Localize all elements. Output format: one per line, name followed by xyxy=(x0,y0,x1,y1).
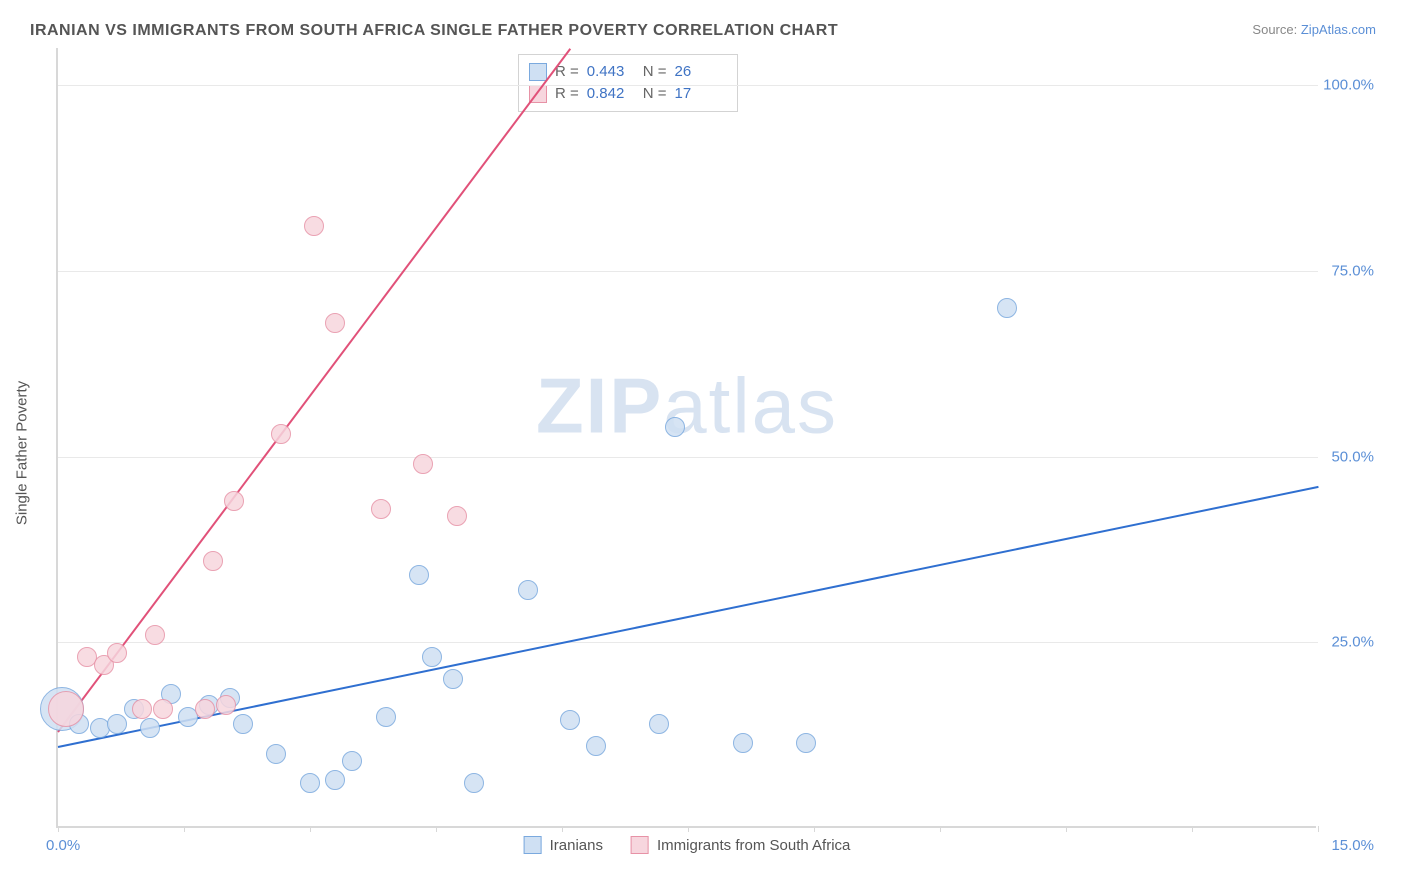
scatter-point xyxy=(195,699,215,719)
scatter-point xyxy=(665,417,685,437)
watermark: ZIPatlas xyxy=(536,360,838,451)
scatter-point xyxy=(796,733,816,753)
scatter-point xyxy=(233,714,253,734)
scatter-point xyxy=(153,699,173,719)
x-tick-mark xyxy=(688,826,689,832)
scatter-point xyxy=(140,718,160,738)
x-tick-mark xyxy=(562,826,563,832)
legend-item: Iranians xyxy=(524,836,603,854)
source-link[interactable]: ZipAtlas.com xyxy=(1301,22,1376,37)
r-value: 0.842 xyxy=(587,83,635,105)
x-axis-min-label: 0.0% xyxy=(46,837,80,854)
gridline xyxy=(58,642,1318,643)
scatter-point xyxy=(464,773,484,793)
trendline xyxy=(57,48,571,733)
n-label: N = xyxy=(643,83,667,105)
legend-label: Iranians xyxy=(550,837,603,854)
scatter-point xyxy=(203,551,223,571)
scatter-point xyxy=(342,751,362,771)
y-tick-label: 75.0% xyxy=(1331,262,1374,279)
r-value: 0.443 xyxy=(587,61,635,83)
watermark-atlas: atlas xyxy=(663,361,838,449)
scatter-point xyxy=(304,216,324,236)
x-tick-mark xyxy=(1318,826,1319,832)
scatter-point xyxy=(443,669,463,689)
scatter-point xyxy=(997,298,1017,318)
n-value: 17 xyxy=(675,83,723,105)
scatter-point xyxy=(376,707,396,727)
scatter-point xyxy=(560,710,580,730)
scatter-point xyxy=(371,499,391,519)
legend-label: Immigrants from South Africa xyxy=(657,837,850,854)
x-tick-mark xyxy=(1066,826,1067,832)
series-legend: Iranians Immigrants from South Africa xyxy=(524,836,851,854)
scatter-point xyxy=(447,506,467,526)
scatter-point xyxy=(132,699,152,719)
x-tick-mark xyxy=(1192,826,1193,832)
correlation-legend: R = 0.443 N = 26 R = 0.842 N = 17 xyxy=(518,54,738,112)
scatter-point xyxy=(48,691,84,727)
scatter-point xyxy=(518,580,538,600)
correlation-row: R = 0.842 N = 17 xyxy=(529,83,723,105)
scatter-point xyxy=(413,454,433,474)
scatter-point xyxy=(266,744,286,764)
gridline xyxy=(58,457,1318,458)
r-label: R = xyxy=(555,83,579,105)
swatch-icon xyxy=(524,836,542,854)
x-tick-mark xyxy=(814,826,815,832)
source-label: Source: xyxy=(1252,22,1297,37)
y-tick-label: 25.0% xyxy=(1331,634,1374,651)
n-label: N = xyxy=(643,61,667,83)
x-tick-mark xyxy=(310,826,311,832)
scatter-point xyxy=(107,643,127,663)
n-value: 26 xyxy=(675,61,723,83)
scatter-point xyxy=(409,565,429,585)
y-axis-label: Single Father Poverty xyxy=(14,381,31,525)
trendline xyxy=(58,486,1318,748)
chart-title: IRANIAN VS IMMIGRANTS FROM SOUTH AFRICA … xyxy=(30,22,838,40)
gridline xyxy=(58,271,1318,272)
x-tick-mark xyxy=(58,826,59,832)
scatter-point xyxy=(586,736,606,756)
y-tick-label: 100.0% xyxy=(1323,77,1374,94)
scatter-point xyxy=(224,491,244,511)
scatter-point xyxy=(271,424,291,444)
scatter-point xyxy=(325,770,345,790)
legend-item: Immigrants from South Africa xyxy=(631,836,850,854)
gridline xyxy=(58,85,1318,86)
scatter-point xyxy=(216,695,236,715)
x-axis-max-label: 15.0% xyxy=(1331,837,1374,854)
plot-frame: Single Father Poverty ZIPatlas R = 0.443… xyxy=(56,48,1376,858)
scatter-point xyxy=(145,625,165,645)
scatter-point xyxy=(325,313,345,333)
swatch-icon xyxy=(529,63,547,81)
x-tick-mark xyxy=(184,826,185,832)
swatch-icon xyxy=(631,836,649,854)
y-tick-label: 50.0% xyxy=(1331,448,1374,465)
scatter-point xyxy=(107,714,127,734)
x-tick-mark xyxy=(940,826,941,832)
x-tick-mark xyxy=(436,826,437,832)
scatter-point xyxy=(422,647,442,667)
source-attribution: Source: ZipAtlas.com xyxy=(1252,22,1376,37)
scatter-point xyxy=(649,714,669,734)
scatter-point xyxy=(300,773,320,793)
plot-area: ZIPatlas R = 0.443 N = 26 R = 0.842 N = … xyxy=(56,48,1316,828)
scatter-point xyxy=(733,733,753,753)
watermark-zip: ZIP xyxy=(536,361,663,449)
